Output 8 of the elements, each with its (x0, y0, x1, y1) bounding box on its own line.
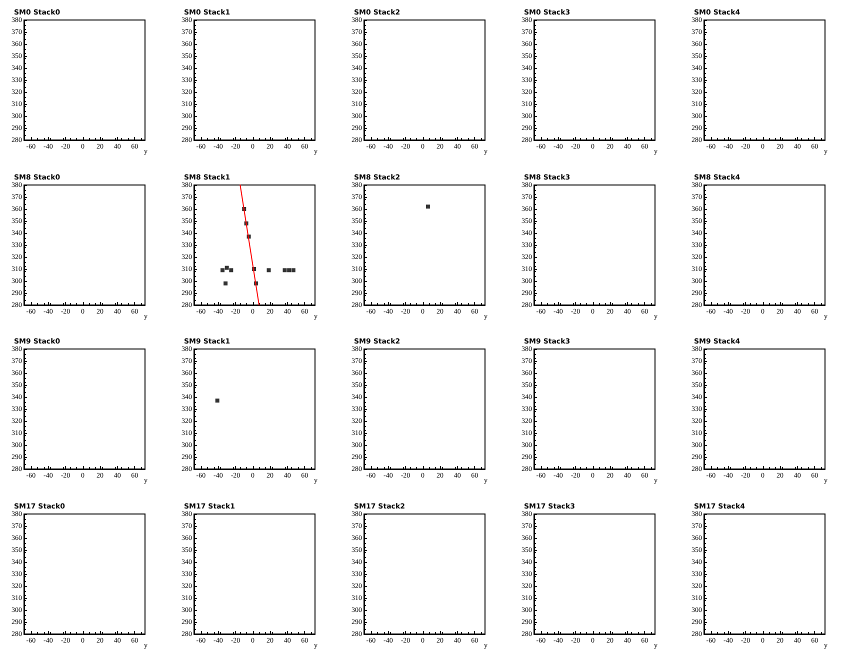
point (291, 268, 296, 272)
point (229, 268, 234, 272)
point (220, 268, 225, 272)
point (266, 268, 271, 272)
point (224, 281, 228, 286)
point (224, 265, 229, 270)
point (287, 268, 292, 272)
point (282, 268, 287, 272)
